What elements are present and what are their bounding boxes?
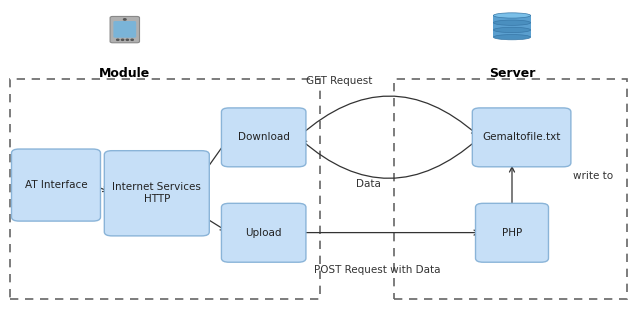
FancyBboxPatch shape [113,21,136,38]
FancyBboxPatch shape [104,151,209,236]
Bar [493,23,531,30]
Ellipse shape [493,20,531,25]
Text: GET Request: GET Request [306,76,372,86]
Circle shape [122,39,124,40]
Ellipse shape [493,27,531,33]
Text: Data: Data [356,179,380,189]
Circle shape [126,39,129,40]
Ellipse shape [493,13,531,18]
FancyBboxPatch shape [476,203,548,262]
Text: Module: Module [99,67,150,81]
Text: Internet Services
HTTP: Internet Services HTTP [113,183,201,204]
FancyBboxPatch shape [12,149,100,221]
Text: Server: Server [489,67,535,81]
Circle shape [124,19,126,20]
Circle shape [116,39,119,40]
Text: Download: Download [237,132,290,142]
Text: AT Interface: AT Interface [25,180,87,190]
Bar [493,30,531,37]
Text: write to: write to [573,171,613,181]
Text: POST Request with Data: POST Request with Data [314,265,441,275]
Text: Upload: Upload [245,228,282,238]
Bar [10,79,320,299]
Ellipse shape [493,35,531,40]
Text: Gemaltofile.txt: Gemaltofile.txt [483,132,561,142]
Bar [493,15,531,23]
Bar [394,79,627,299]
FancyBboxPatch shape [221,108,306,167]
Circle shape [131,39,133,40]
FancyBboxPatch shape [221,203,306,262]
Text: PHP: PHP [502,228,522,238]
FancyBboxPatch shape [110,16,140,43]
FancyBboxPatch shape [472,108,571,167]
